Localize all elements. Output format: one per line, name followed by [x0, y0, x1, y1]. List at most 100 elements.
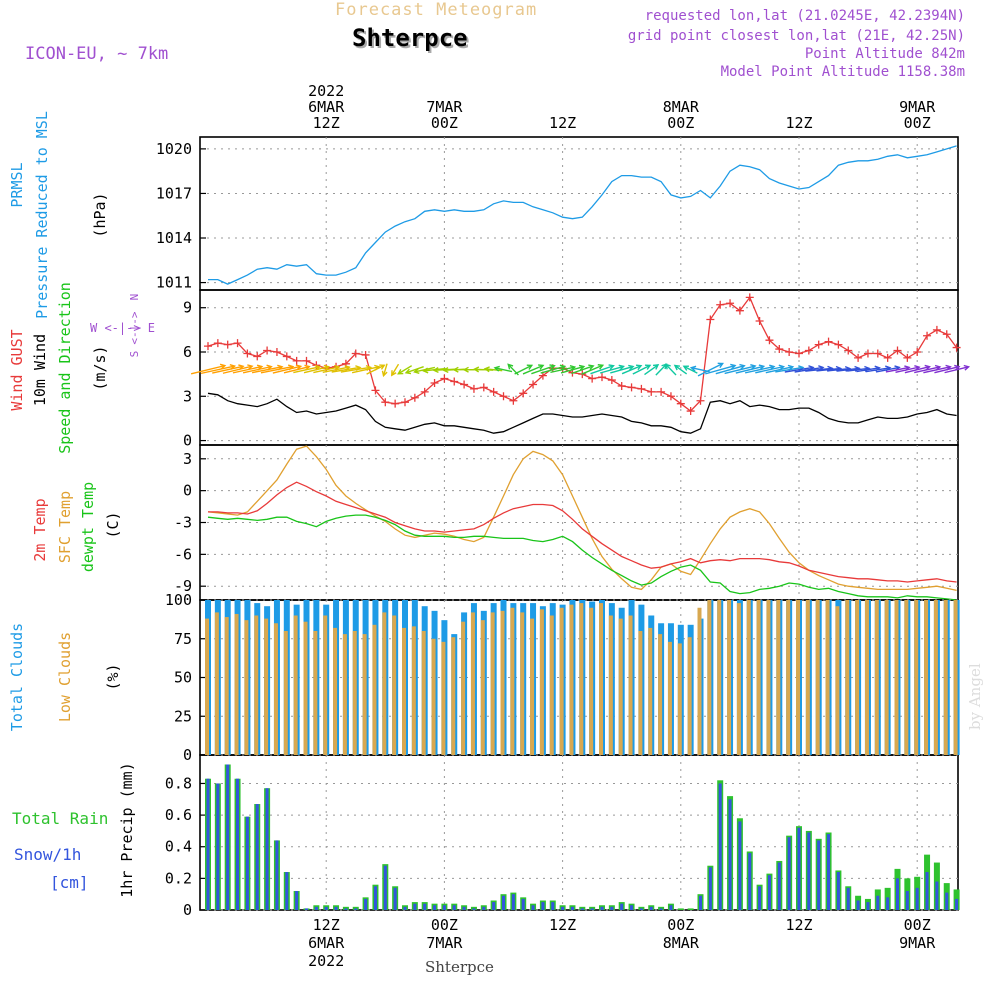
- wind-arrow: [474, 368, 494, 371]
- wind-gust-marker: [755, 317, 764, 325]
- snow-bar: [413, 903, 417, 910]
- low-cloud-bar: [658, 634, 663, 755]
- wind-arrow: [599, 365, 624, 374]
- y-tick-label: -3: [174, 514, 192, 532]
- meteogram-title: Forecast Meteogram: [335, 0, 538, 20]
- snow-bar: [245, 816, 249, 910]
- low-cloud-bar: [687, 637, 692, 755]
- low-cloud-bar: [805, 600, 810, 755]
- wind-gust-marker: [401, 398, 409, 407]
- bottom-time-label: 00Z: [667, 916, 694, 934]
- y-tick-label: -9: [174, 577, 192, 595]
- wind-gust-marker: [775, 345, 784, 354]
- wind-arrow: [550, 366, 575, 374]
- low-cloud-bar: [520, 612, 525, 755]
- snow-bar: [758, 886, 762, 910]
- bottom-time-label: 7MAR: [426, 934, 463, 952]
- wind-arrow-head: [391, 370, 397, 377]
- snow-bar: [827, 834, 831, 910]
- wind-arrow-head: [644, 364, 652, 370]
- wind-gust-marker: [607, 376, 616, 385]
- wind-unit: (m/s): [91, 345, 109, 390]
- snow-bar: [541, 902, 545, 910]
- wind-gust-marker: [420, 387, 429, 396]
- low-cloud-bar: [924, 600, 929, 755]
- low-cloud-bar: [549, 615, 554, 755]
- snow-bar: [580, 908, 584, 910]
- snow-bar: [206, 778, 210, 910]
- wind-arrow: [340, 366, 371, 373]
- y-tick-label: 1017: [156, 184, 192, 202]
- wind-arrow: [837, 367, 860, 372]
- dewpt-temp-line: [207, 514, 957, 601]
- snow-bar: [836, 872, 840, 910]
- snow-bar: [699, 895, 702, 910]
- low-cloud-bar: [402, 627, 406, 755]
- wind-gust-marker: [302, 356, 311, 365]
- snow-bar: [442, 905, 446, 910]
- bottom-time-label: 12Z: [785, 916, 812, 934]
- wind-arrow: [540, 365, 565, 374]
- low-cloud-bar: [293, 615, 298, 755]
- wind-arrow: [744, 365, 775, 374]
- low-cloud-bar: [352, 631, 357, 755]
- low-cloud-bar: [323, 615, 328, 755]
- bottom-time-label: 00Z: [431, 916, 458, 934]
- wind-arrow-head: [578, 364, 586, 371]
- wind-gust-marker: [676, 399, 685, 408]
- wind-arrow: [644, 364, 659, 376]
- wind-arrow-head: [730, 363, 737, 370]
- wind-gust-marker: [844, 346, 853, 355]
- snow-bar: [708, 867, 712, 910]
- low-cloud-bar: [855, 600, 860, 755]
- low-cloud-bar: [392, 615, 397, 755]
- y-tick-label: 0: [183, 482, 192, 500]
- wind-arrow: [794, 366, 824, 373]
- snow-bar: [777, 862, 781, 910]
- wind-arrow-head: [652, 364, 660, 370]
- wind-gust-marker: [873, 349, 882, 358]
- snow-bar: [511, 894, 515, 910]
- low-cloud-bar: [313, 631, 318, 755]
- wind-arrow-head: [323, 364, 331, 371]
- wind-gust-marker: [381, 398, 390, 407]
- snow-bar: [423, 903, 427, 910]
- bottom-time-label: 8MAR: [663, 934, 700, 952]
- wind-arrow-head: [483, 366, 490, 373]
- wind-gust-marker: [706, 315, 715, 324]
- snow-bar: [551, 902, 555, 910]
- wind-arrow: [494, 367, 513, 373]
- y-tick-label: -6: [174, 545, 192, 563]
- wind-arrow-head: [717, 362, 724, 369]
- low-cloud-bar: [677, 643, 682, 755]
- rain-bar: [677, 908, 684, 910]
- snow-bar: [393, 887, 397, 910]
- wind-gust-marker: [735, 306, 744, 315]
- wind-arrow: [765, 366, 793, 374]
- low-cloud-bar: [539, 609, 544, 755]
- wind-arrow: [303, 366, 329, 374]
- snow-bar: [669, 905, 673, 910]
- low-cloud-bar: [244, 620, 249, 755]
- wind-arrow: [944, 366, 969, 374]
- panel-frame-4: [199, 754, 959, 911]
- wind-compass-we: W <-|-> E: [90, 321, 155, 335]
- wind-gust-marker: [460, 380, 469, 389]
- wind-arrow-head: [472, 366, 480, 373]
- wind-arrow-head: [462, 366, 469, 373]
- low-cloud-bar: [461, 621, 466, 755]
- snow-bar: [324, 906, 328, 910]
- snow-bar: [521, 898, 525, 910]
- wind-gust-marker: [529, 380, 538, 389]
- wind-arrow-head: [739, 363, 746, 370]
- low-cloud-bar: [638, 631, 643, 755]
- y-tick-label: 0: [183, 746, 192, 764]
- top-time-label: 00Z: [431, 114, 458, 132]
- wind-gust-marker: [893, 346, 902, 355]
- wind-gust-marker: [942, 330, 951, 339]
- snow-bar: [915, 887, 919, 910]
- low-cloud-bar: [845, 600, 850, 755]
- wind-arrow: [560, 365, 585, 374]
- low-cloud-bar: [618, 618, 623, 755]
- wind-gust-marker: [716, 300, 725, 309]
